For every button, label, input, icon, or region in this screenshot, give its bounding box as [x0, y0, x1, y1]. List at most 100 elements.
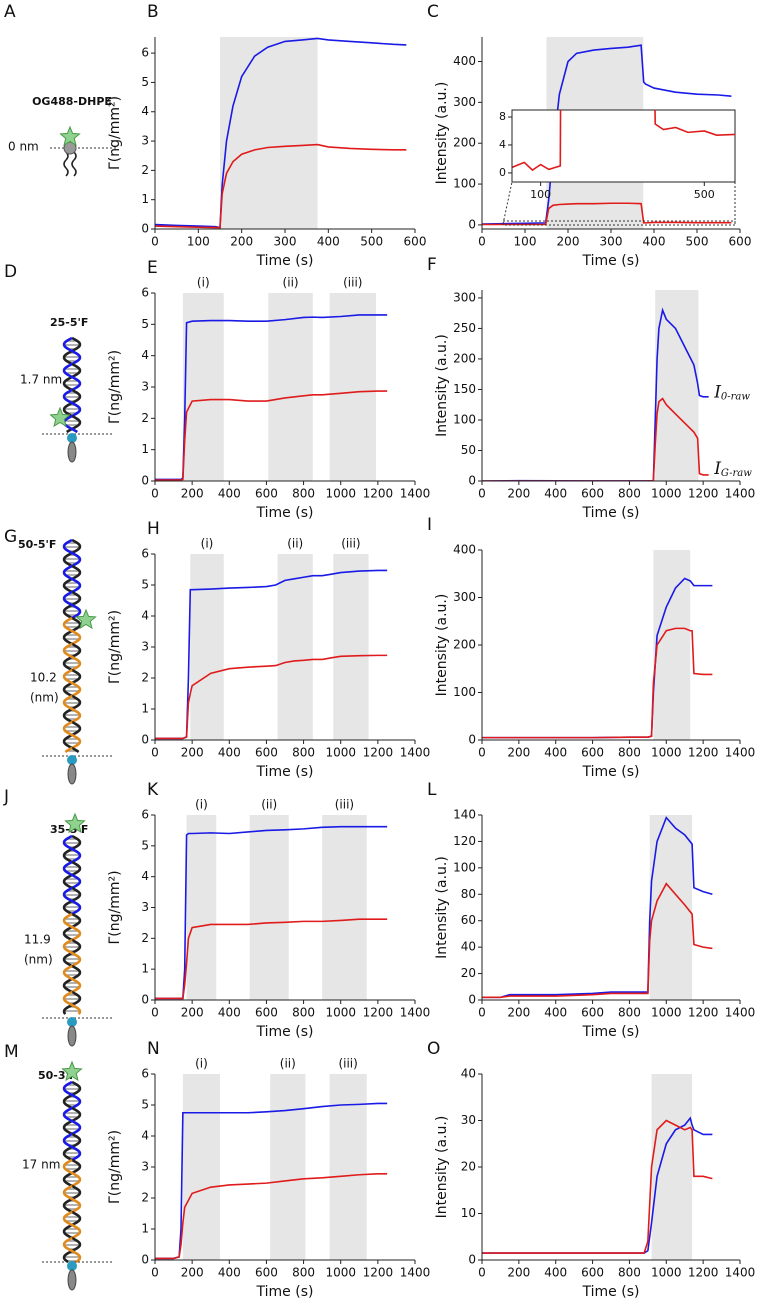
x-tick-label: 400	[218, 487, 241, 501]
shaded-region	[190, 554, 224, 740]
x-tick-label: 100	[187, 235, 210, 249]
x-tick-label: 1200	[688, 1266, 719, 1280]
inset: 100 500 0 4 8	[499, 109, 736, 201]
shaded-region	[333, 554, 369, 740]
series-group	[512, 110, 735, 172]
dna-strand	[62, 990, 82, 1015]
panel-label: M	[4, 1042, 19, 1062]
series-line	[482, 202, 732, 226]
x-tick-label: 0	[478, 1266, 486, 1280]
y-tick-label: 0	[468, 1253, 476, 1267]
y-axis-label: Intensity (a.u.)	[434, 1116, 450, 1219]
x-axis-label: Time (s)	[582, 764, 640, 780]
y-tick-label: 3	[141, 900, 149, 914]
dna-strand	[62, 964, 82, 994]
shaded-region	[277, 554, 313, 740]
y-tick-label: 2	[141, 1191, 149, 1205]
x-tick-label: 0	[478, 235, 486, 249]
panel-label: L	[427, 780, 437, 800]
y-axis-label: Γ(ng/mm²)	[107, 1130, 123, 1204]
y-tick-label: 100	[453, 860, 476, 874]
y-tick-label: 0	[141, 1253, 149, 1267]
y-tick-label: 6	[141, 808, 149, 822]
x-tick-label: 0	[151, 1266, 159, 1280]
panel: 0 200 400 600 800 1000 1200 1400 0 100 200 300 400 Ti…	[427, 515, 755, 780]
x-tick-label: 1200	[363, 1006, 394, 1020]
series-group	[155, 825, 388, 1000]
shade-label: (iii)	[335, 798, 354, 812]
y-tick-label: 400	[453, 543, 476, 557]
y-tick-label: 4	[141, 348, 149, 362]
panel-label: N	[147, 1039, 160, 1059]
zoom-guide	[502, 181, 513, 225]
schematic-title: 50-5'F	[18, 538, 56, 551]
panel-label: J	[3, 787, 9, 807]
dna-strand	[64, 746, 73, 754]
distance-label: 1.7 nm	[20, 373, 62, 387]
panel-label: B	[147, 2, 159, 22]
x-tick-label: 800	[292, 1006, 315, 1020]
y-tick-label: 10	[461, 1206, 476, 1220]
y-tick-label: 0	[141, 222, 149, 236]
y-tick-label: 5	[141, 75, 149, 89]
x-tick-label: 1000	[651, 746, 682, 760]
y-tick-label: 300	[453, 590, 476, 604]
x-tick-label: 600	[581, 746, 604, 760]
y-tick-label: 5	[141, 838, 149, 852]
series-group	[482, 44, 732, 226]
anchor	[67, 755, 77, 765]
lipid-tail	[71, 151, 77, 177]
lipid-anchor	[67, 1269, 77, 1291]
y-tick-label: 80	[461, 887, 476, 901]
annotation-subscript: G-raw	[721, 467, 752, 478]
x-tick-label: 600	[255, 1266, 278, 1280]
x-tick-label: 1200	[363, 487, 394, 501]
y-axis-label: Intensity (a.u.)	[434, 334, 450, 437]
series-group	[155, 1102, 388, 1260]
x-tick-label: 0	[478, 487, 486, 501]
lipid-anchor	[67, 1025, 77, 1047]
x-axis-label: Time (s)	[582, 1024, 640, 1040]
series-line	[482, 882, 713, 999]
x-tick-label: 1200	[363, 746, 394, 760]
series-line	[155, 1102, 388, 1260]
dna-strand	[62, 564, 82, 594]
x-axis-label: Time (s)	[582, 505, 640, 521]
y-tick-label: 1	[141, 962, 149, 976]
y-tick-label: 1	[141, 442, 149, 456]
x-tick-label: 500	[694, 188, 715, 201]
y-tick-label: 400	[453, 54, 476, 68]
x-tick-label: 600	[581, 1266, 604, 1280]
y-axis-label: Γ(ng/mm²)	[107, 610, 123, 684]
x-tick-label: 400	[218, 746, 241, 760]
y-tick-label: 250	[453, 321, 476, 335]
x-tick-label: 1400	[400, 1006, 431, 1020]
x-tick-label: 800	[292, 746, 315, 760]
y-tick-label: 6	[141, 547, 149, 561]
x-tick-label: 1400	[400, 1266, 431, 1280]
y-tick-label: 1	[141, 702, 149, 716]
x-tick-label: 200	[181, 1266, 204, 1280]
x-tick-label: 400	[218, 1006, 241, 1020]
x-tick-label: 600	[729, 235, 752, 249]
panel: 0 200 400 600 800 1000 1200 1400 0 50 100 150 200 250…	[427, 255, 755, 521]
annotation-text: I	[713, 382, 721, 402]
fluorophore-star	[49, 406, 71, 428]
y-tick-label: 300	[453, 95, 476, 109]
y-tick-label: 4	[141, 869, 149, 883]
x-tick-label: 600	[581, 1006, 604, 1020]
x-tick-label: 1200	[688, 1006, 719, 1020]
x-tick-label: 800	[618, 487, 641, 501]
x-tick-label: 400	[643, 235, 666, 249]
shaded-region	[182, 1074, 220, 1260]
x-tick-label: 400	[544, 487, 567, 501]
x-tick-label: 100	[530, 188, 551, 201]
panel: 0 200 400 600 800 1000 1200 1400 0 20 40 60 80 100 120…	[427, 780, 755, 1040]
y-tick-label: 100	[453, 685, 476, 699]
panel-label: H	[147, 519, 160, 539]
x-axis-label: Time (s)	[256, 764, 314, 780]
y-tick-label: 6	[141, 286, 149, 300]
fluorophore-star	[64, 812, 86, 834]
panel-label: D	[4, 262, 17, 282]
x-tick-label: 200	[557, 235, 580, 249]
